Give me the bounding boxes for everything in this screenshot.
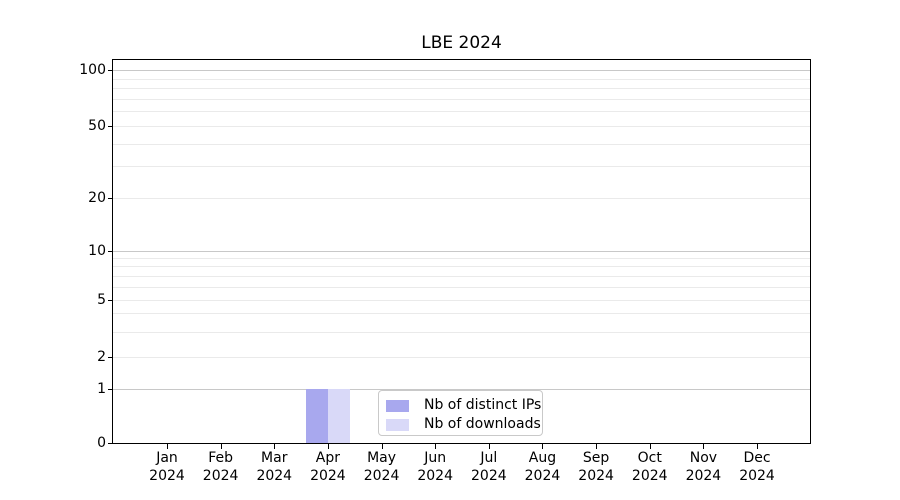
gridline-minor [113, 332, 810, 333]
y-tick-mark [108, 251, 113, 252]
month-year: 2024 [417, 468, 454, 484]
x-tick-label-oct: Oct 2024 [632, 449, 668, 485]
gridline-minor [113, 143, 810, 145]
y-tick-label: 0 [97, 435, 106, 451]
y-tick-mark [108, 125, 113, 127]
legend-entry-nb-of-distinct-ips: Nb of distinct IPs [379, 396, 542, 415]
month-year: 2024 [256, 468, 293, 484]
y-tick-label: 20 [88, 189, 106, 206]
month-name: Sep [582, 450, 610, 466]
gridline-minor [113, 313, 810, 314]
x-tick-mark [596, 444, 598, 449]
month-year: 2024 [471, 468, 507, 484]
month-name: May [367, 450, 397, 466]
month-year: 2024 [524, 468, 561, 484]
month-year: 2024 [149, 468, 185, 484]
gridline-minor [113, 87, 810, 89]
gridline-minor [113, 299, 810, 301]
legend-entry-nb-of-downloads: Nb of downloads [379, 415, 542, 434]
x-tick-label-jun: Jun 2024 [417, 449, 453, 485]
x-tick-label-apr: Apr 2024 [310, 449, 346, 485]
legend-swatch-nb-of-downloads [386, 418, 409, 431]
month-name: Apr [315, 450, 341, 466]
x-tick-mark [757, 444, 759, 449]
x-tick-mark [649, 444, 651, 449]
month-name: Feb [208, 450, 234, 466]
plot-area [112, 59, 811, 444]
x-tick-mark [327, 444, 329, 449]
month-name: Dec [743, 450, 771, 466]
month-year: 2024 [202, 468, 239, 484]
gridline-minor [113, 166, 810, 167]
gridline-minor [113, 98, 810, 100]
gridline-minor [113, 287, 810, 288]
x-tick-label-mar: Mar 2024 [256, 449, 292, 485]
legend-swatch-nb-of-distinct-ips [386, 399, 409, 412]
y-tick-label: 1 [97, 380, 106, 397]
x-tick-label-may: May 2024 [364, 449, 400, 485]
month-name: Jul [480, 450, 498, 466]
y-tick-label: 2 [97, 349, 106, 366]
gridline-major [113, 388, 810, 390]
y-tick-mark [108, 357, 113, 359]
month-name: Nov [689, 450, 718, 466]
chart-title: LBE 2024 [421, 33, 502, 53]
legend-label: Nb of distinct IPs [424, 397, 542, 413]
y-tick-label: 5 [97, 291, 106, 308]
month-year: 2024 [578, 468, 614, 484]
y-tick-label: 10 [88, 243, 106, 259]
month-year: 2024 [685, 468, 722, 484]
y-tick-label: 100 [79, 61, 106, 78]
month-year: 2024 [310, 468, 346, 484]
legend: Nb of distinct IPs Nb of downloads [378, 390, 543, 436]
x-tick-label-aug: Aug 2024 [525, 449, 561, 485]
gridline-major [113, 69, 810, 71]
month-name: Mar [261, 450, 288, 466]
gridline-major [113, 251, 810, 252]
x-tick-label-jan: Jan 2024 [149, 449, 185, 485]
month-name: Jun [424, 450, 447, 466]
x-tick-label-sep: Sep 2024 [578, 449, 614, 485]
x-tick-label-dec: Dec 2024 [739, 449, 775, 485]
x-tick-label-nov: Nov 2024 [686, 449, 722, 485]
gridline-minor [113, 111, 810, 112]
gridline-minor [113, 197, 810, 199]
gridline-minor [113, 276, 810, 277]
month-name: Jan [156, 450, 178, 466]
gridline-minor [113, 258, 810, 259]
y-tick-mark [108, 69, 113, 71]
gridline-minor [113, 357, 810, 359]
x-tick-mark [435, 444, 437, 449]
x-tick-mark [542, 444, 544, 449]
bar-nb-of-distinct-ips-apr [305, 389, 328, 443]
y-tick-mark [108, 299, 113, 301]
gridline-minor [113, 78, 810, 80]
y-tick-mark [108, 197, 113, 199]
x-tick-mark [220, 444, 222, 449]
gridline-minor [113, 125, 810, 127]
gridline-minor [113, 266, 810, 268]
x-tick-mark [703, 444, 705, 449]
x-tick-label-jul: Jul 2024 [471, 449, 507, 485]
y-tick-label: 50 [88, 117, 106, 134]
x-tick-mark [167, 444, 168, 449]
x-tick-label-feb: Feb 2024 [203, 449, 239, 485]
month-year: 2024 [363, 468, 400, 484]
month-year: 2024 [739, 468, 775, 484]
month-year: 2024 [631, 468, 668, 484]
x-tick-mark [274, 444, 276, 449]
legend-label: Nb of downloads [424, 416, 541, 432]
month-name: Aug [528, 450, 557, 466]
bar-nb-of-downloads-apr [327, 389, 350, 443]
y-tick-mark [108, 443, 113, 444]
y-tick-mark [108, 388, 113, 390]
x-tick-mark [488, 444, 490, 449]
month-name: Oct [637, 450, 662, 466]
x-tick-mark [381, 444, 383, 449]
